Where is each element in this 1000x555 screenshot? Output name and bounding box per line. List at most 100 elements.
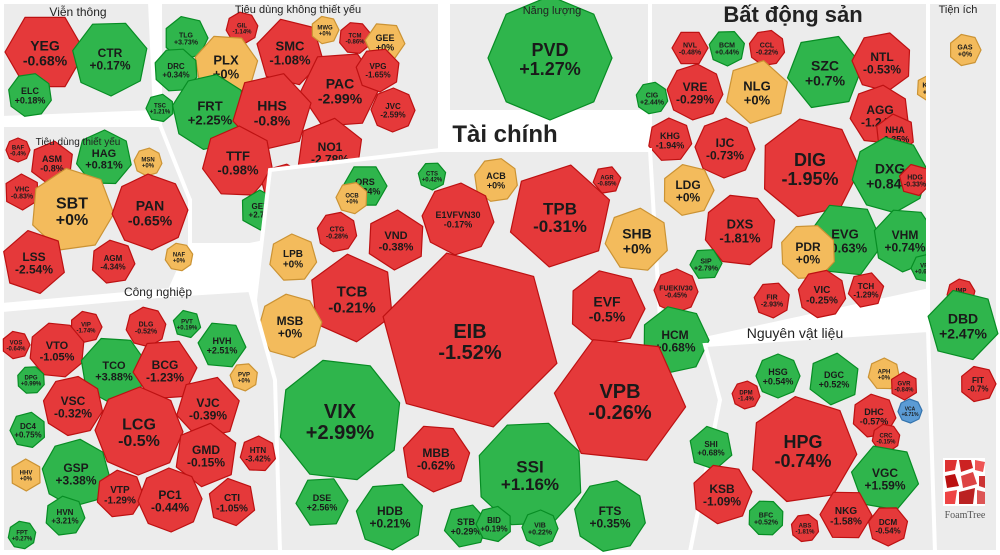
stock-cell-pvp[interactable]: PVP+0%: [229, 363, 258, 392]
stock-cell-dse[interactable]: DSE+2.56%: [295, 478, 349, 526]
stock-cell-hvn[interactable]: HVN+3.21%: [45, 495, 86, 536]
stock-cell-fit[interactable]: FIT-0.7%: [961, 365, 997, 403]
stock-cell-ttf[interactable]: TTF-0.98%: [202, 125, 274, 196]
stock-cell-agr[interactable]: AGR-0.85%: [592, 166, 622, 194]
stock-cell-pvt[interactable]: PVT+0.19%: [172, 309, 202, 339]
stock-cell-dbd[interactable]: DBD+2.47%: [927, 289, 999, 361]
stock-cell-bfc[interactable]: BFC+0.52%: [748, 500, 784, 536]
stock-cell-ctg[interactable]: CTG-0.28%: [316, 211, 358, 253]
stock-cell-vpg[interactable]: VPG-1.65%: [355, 48, 400, 93]
stock-cell-vsc[interactable]: VSC-0.32%: [42, 375, 104, 437]
stock-cell-e1vfvn30[interactable]: E1VFVN30-0.17%: [421, 182, 495, 256]
stock-cell-nlg[interactable]: NLG+0%: [725, 60, 789, 124]
stock-cell-evf[interactable]: EVF-0.5%: [571, 270, 646, 346]
stock-cell-hpg[interactable]: HPG-0.74%: [751, 396, 858, 503]
stock-cell-pdr[interactable]: PDR+0%: [781, 225, 835, 279]
stock-cell-vhc[interactable]: VHC-0.83%: [5, 173, 39, 211]
stock-cell-vca[interactable]: VCA+6.71%: [897, 398, 923, 424]
stock-cell-hsg[interactable]: HSG+0.54%: [755, 353, 801, 399]
stock-cell-dig[interactable]: DIG-1.95%: [763, 118, 861, 218]
stock-cell-hhv[interactable]: HHV+0%: [11, 458, 41, 492]
stock-cell-vre[interactable]: VRE-0.29%: [666, 63, 724, 121]
stock-cell-hvh[interactable]: HVH+2.51%: [197, 322, 247, 368]
stock-cell-tcm[interactable]: TCM-0.86%: [339, 22, 371, 54]
stock-cell-ksb[interactable]: KSB-1.09%: [693, 464, 753, 525]
stock-cell-bid[interactable]: BID+0.19%: [475, 505, 511, 543]
stock-cell-khg[interactable]: KHG-1.94%: [648, 117, 693, 161]
stock-cell-vpb[interactable]: VPB-0.26%: [553, 339, 687, 461]
stock-cell-abs[interactable]: ABS-1.81%: [790, 513, 820, 543]
stock-cell-bcg[interactable]: BCG-1.23%: [132, 340, 198, 400]
stock-cell-fpt[interactable]: FPT+0.27%: [7, 520, 37, 550]
stock-cell-gsp[interactable]: GSP+3.38%: [41, 438, 111, 508]
stock-cell-elc[interactable]: ELC+0.18%: [8, 73, 52, 117]
stock-cell-drc[interactable]: DRC+0.34%: [154, 48, 198, 92]
stock-cell-vnd[interactable]: VND-0.38%: [368, 209, 424, 271]
stock-cell-fuekiv30[interactable]: FUEKIV30-0.45%: [653, 268, 699, 314]
stock-cell-nvl[interactable]: NVL-0.48%: [671, 31, 709, 65]
stock-cell-baf[interactable]: BAF-0.4%: [5, 137, 31, 163]
stock-cell-fts[interactable]: FTS+0.35%: [574, 480, 646, 552]
stock-cell-dgc[interactable]: DGC+0.52%: [809, 352, 859, 406]
stock-cell-naf[interactable]: NAF+0%: [164, 242, 194, 272]
stock-cell-cti[interactable]: CTI-1.05%: [208, 477, 256, 527]
stock-cell-pc1[interactable]: PC1-0.44%: [137, 467, 203, 533]
stock-cell-gmd[interactable]: GMD-0.15%: [175, 422, 237, 488]
stock-cell-vto[interactable]: VTO-1.05%: [29, 322, 85, 378]
stock-cell-mwg[interactable]: MWG+0%: [311, 15, 340, 45]
stock-cell-hdb[interactable]: HDB+0.21%: [355, 483, 423, 551]
stock-cell-crc[interactable]: CRC-0.15%: [871, 423, 901, 453]
stock-cell-agm[interactable]: AGM-4.34%: [91, 239, 136, 284]
stock-cell-mbb[interactable]: MBB-0.62%: [402, 425, 471, 493]
stock-cell-jvc[interactable]: JVC-2.59%: [370, 87, 416, 133]
stock-cell-sbt[interactable]: SBT+0%: [32, 167, 115, 251]
stock-cell-tsc[interactable]: TSC+1.21%: [145, 93, 174, 123]
stock-cell-pvd[interactable]: PVD+1.27%: [487, 0, 613, 121]
stock-cell-shb[interactable]: SHB+0%: [604, 207, 668, 271]
stock-cell-vjc[interactable]: VJC-0.39%: [176, 376, 240, 440]
stock-cell-gvr[interactable]: GVR-0.84%: [890, 371, 918, 401]
stock-cell-acb[interactable]: ACB+0%: [474, 158, 518, 202]
stock-cell-vib[interactable]: VIB+0.22%: [521, 509, 559, 547]
stock-cell-tcb[interactable]: TCB-0.21%: [311, 253, 393, 343]
stock-cell-lcg[interactable]: LCG-0.5%: [94, 386, 184, 476]
stock-cell-dc4[interactable]: DC4+0.75%: [9, 411, 46, 448]
stock-cell-ccl[interactable]: CCL-0.22%: [748, 29, 786, 67]
stock-cell-bcm[interactable]: BCM+0.44%: [708, 31, 746, 67]
stock-cell-vic[interactable]: VIC-0.25%: [797, 269, 847, 319]
stock-cell-cig[interactable]: CIG+2.44%: [635, 81, 669, 115]
stock-cell-ocb[interactable]: OCB+0%: [335, 182, 368, 215]
stock-cell-cts[interactable]: CTS+0.42%: [417, 162, 447, 191]
stock-cell-sip[interactable]: SIP+2.79%: [689, 249, 723, 279]
stock-cell-lss[interactable]: LSS-2.54%: [3, 230, 65, 294]
stock-cell-dlg[interactable]: DLG-0.52%: [125, 306, 167, 348]
stock-cell-ijc[interactable]: IJC-0.73%: [694, 117, 756, 179]
stock-cell-tpb[interactable]: TPB-0.31%: [509, 164, 611, 268]
stock-cell-lpb[interactable]: LPB+0%: [269, 233, 318, 281]
stock-cell-dxs[interactable]: DXS-1.81%: [704, 194, 776, 266]
stock-cell-dpm[interactable]: DPM-1.4%: [731, 380, 761, 410]
stock-cell-msn[interactable]: MSN+0%: [133, 147, 163, 177]
stock-cell-vos[interactable]: VOS-0.64%: [2, 330, 31, 360]
stock-cell-vgc[interactable]: VGC+1.59%: [850, 445, 920, 511]
stock-cell-htn[interactable]: HTN-3.42%: [239, 435, 276, 472]
stock-cell-pan[interactable]: PAN-0.65%: [111, 173, 189, 251]
stock-cell-ntl[interactable]: NTL-0.53%: [851, 32, 911, 93]
stock-cell-ssi[interactable]: SSI+1.16%: [478, 422, 582, 526]
stock-cell-vix[interactable]: VIX+2.99%: [279, 359, 401, 481]
stock-cell-stb[interactable]: STB+0.29%: [443, 504, 489, 548]
stock-cell-dcm[interactable]: DCM-0.54%: [867, 507, 909, 547]
stock-cell-hag[interactable]: HAG+0.81%: [75, 129, 132, 185]
stock-cell-fir[interactable]: FIR-2.93%: [753, 282, 790, 319]
stock-cell-tco[interactable]: TCO+3.88%: [80, 337, 149, 405]
stock-cell-gas[interactable]: GAS+0%: [949, 33, 982, 67]
stock-cell-dpg[interactable]: DPG+0.99%: [17, 366, 45, 394]
stock-cell-msb[interactable]: MSB+0%: [257, 293, 323, 359]
stock-cell-eib[interactable]: EIB-1.52%: [382, 252, 558, 428]
stock-cell-tch[interactable]: TCH-1.29%: [847, 272, 885, 308]
stock-cell-nkg[interactable]: NKG-1.58%: [819, 491, 873, 539]
stock-cell-vtp[interactable]: VTP-1.29%: [96, 469, 145, 518]
stock-cell-ldg[interactable]: LDG+0%: [663, 164, 715, 216]
stock-cell-ctr[interactable]: CTR+0.17%: [72, 22, 148, 97]
stock-cell-yeg[interactable]: YEG-0.68%: [4, 16, 86, 88]
